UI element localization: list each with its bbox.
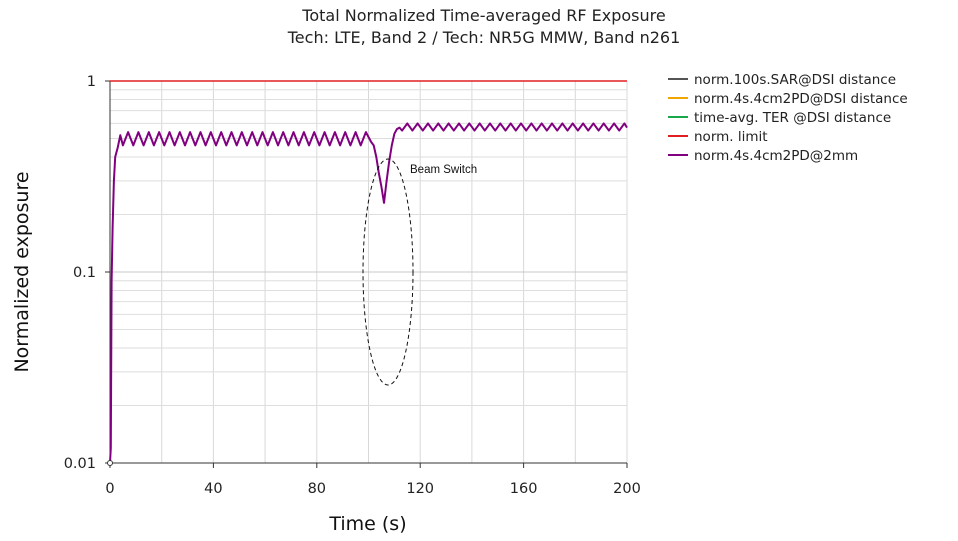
legend-entry-3: norm. limit (694, 129, 768, 145)
y-tick-label: 0.1 (73, 265, 96, 281)
y-axis-label: Normalized exposure (11, 171, 33, 372)
y-tick-label: 0.01 (64, 456, 96, 472)
x-axis-label: Time (s) (328, 513, 406, 535)
chart-title: Total Normalized Time-averaged RF Exposu… (301, 6, 665, 25)
legend-entry-2: time-avg. TER @DSI distance (694, 110, 891, 126)
x-tick-label: 160 (510, 481, 538, 497)
x-tick-label: 200 (613, 481, 641, 497)
beam-switch-annotation: Beam Switch (410, 164, 477, 176)
legend-entry-0: norm.100s.SAR@DSI distance (694, 72, 896, 88)
legend-entry-4: norm.4s.4cm2PD@2mm (694, 148, 858, 164)
x-tick-label: 80 (308, 481, 326, 497)
x-tick-label: 0 (105, 481, 114, 497)
origin-marker (108, 461, 113, 466)
x-tick-label: 120 (406, 481, 434, 497)
legend-entry-1: norm.4s.4cm2PD@DSI distance (694, 91, 908, 107)
y-tick-label: 1 (87, 74, 96, 90)
x-tick-label: 40 (204, 481, 222, 497)
chart-subtitle: Tech: LTE, Band 2 / Tech: NR5G MMW, Band… (287, 28, 681, 47)
legend: norm.100s.SAR@DSI distance norm.4s.4cm2PD… (668, 72, 908, 164)
